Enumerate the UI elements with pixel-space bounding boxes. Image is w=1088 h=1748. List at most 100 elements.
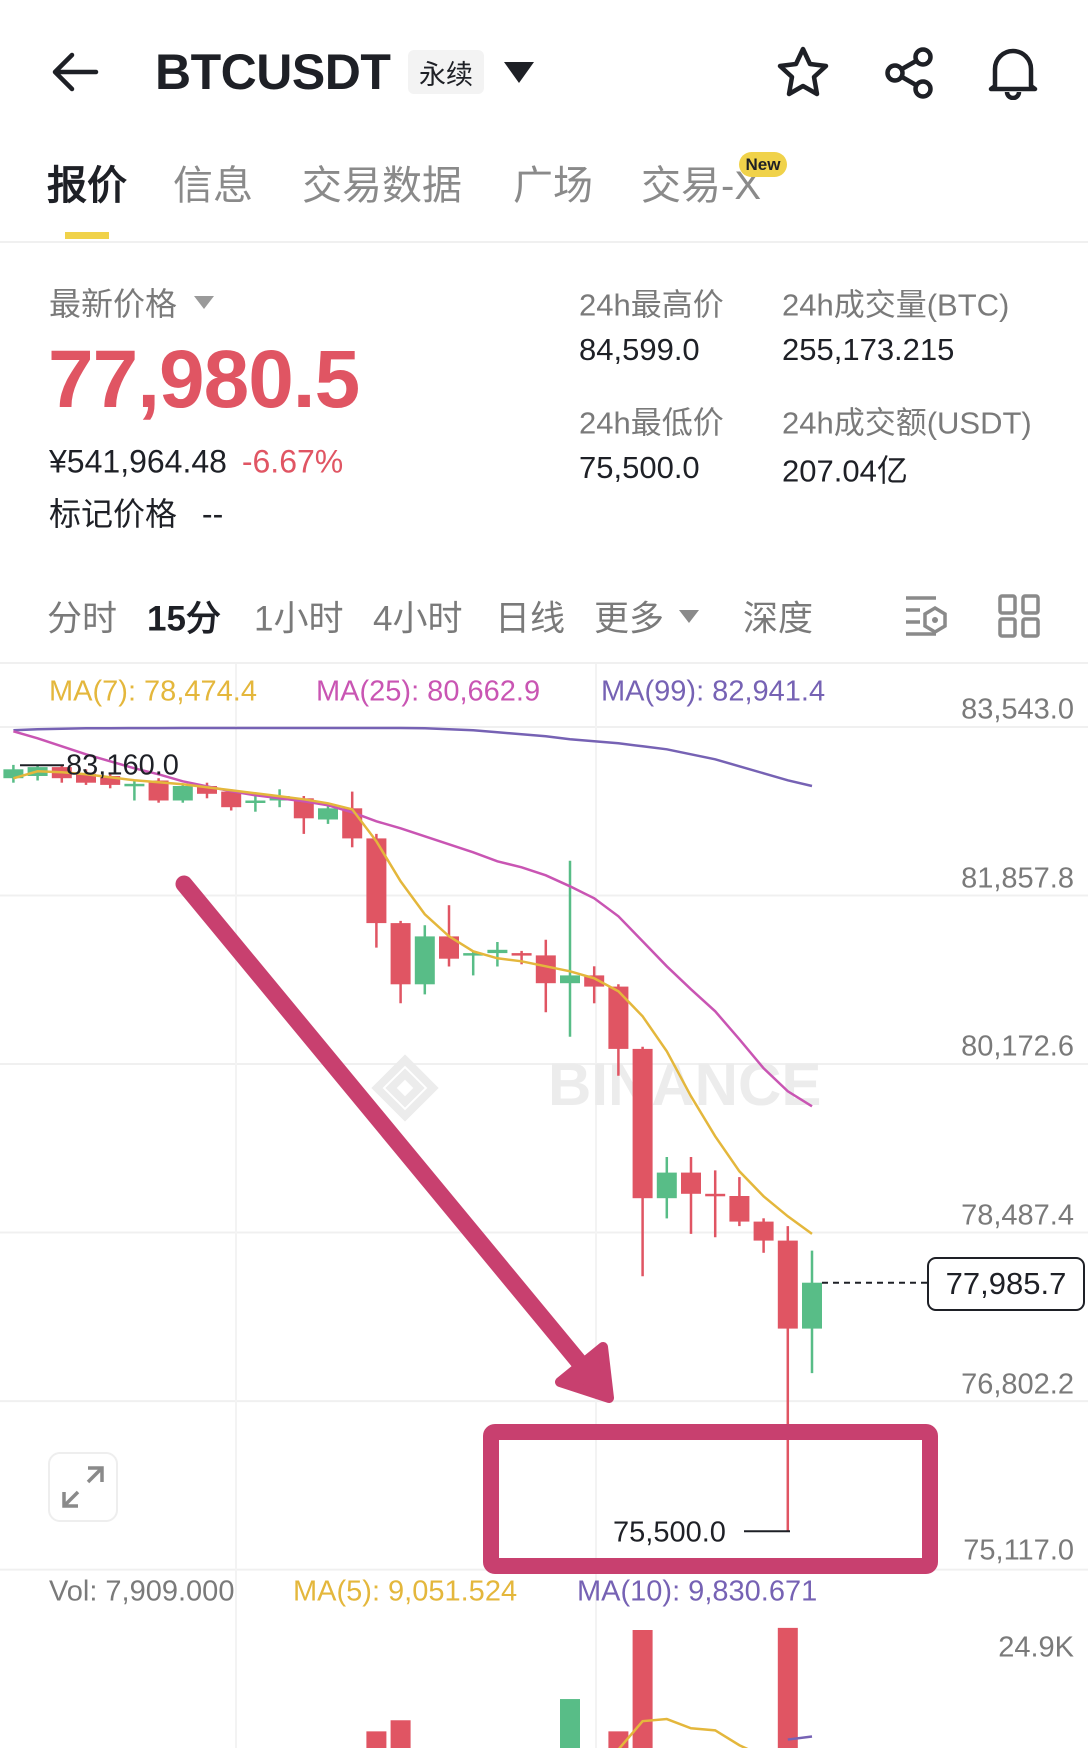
annotation-arrow-icon [175, 875, 593, 1377]
price-type-selector[interactable]: 最新价格 [49, 286, 178, 322]
dropdown-icon[interactable] [504, 62, 534, 84]
vol-ma10-legend: MA(10): 9,830.671 [577, 1575, 818, 1608]
ma7-legend: MA(7): 78,474.4 [49, 675, 257, 708]
ma7-line [13, 770, 813, 1235]
candle-body [439, 936, 459, 959]
candlestick-chart[interactable]: BINANCE [0, 664, 1088, 1748]
stat-label: 24h成交量(BTC) [782, 287, 1010, 323]
tab-quote[interactable]: 报价 [47, 164, 127, 208]
stat-value: 207.04亿 [782, 453, 908, 489]
candle-body [608, 986, 629, 1049]
chart-divider [0, 662, 1088, 664]
caret-down-icon[interactable] [194, 296, 214, 309]
price-tick: 81,857.8 [961, 862, 1074, 895]
volume-bar [390, 1720, 411, 1748]
tab-square[interactable]: 广场 [513, 164, 593, 208]
high-marker-label: 83,160.0 [66, 749, 179, 782]
interval-time[interactable]: 分时 [47, 599, 118, 639]
share-icon[interactable] [882, 46, 936, 100]
candle-body [245, 800, 266, 803]
volume-bar [777, 1627, 798, 1748]
price-row: ¥541,964.48 -6.67% [49, 444, 343, 481]
candle-body [584, 975, 605, 987]
candle-body [172, 786, 193, 801]
interval-depth[interactable]: 深度 [743, 599, 814, 639]
vol-legend: Vol: 7,909.000 [49, 1575, 235, 1608]
ma25-line [13, 730, 813, 1108]
volume-bar [366, 1731, 387, 1748]
candle-body [753, 1221, 774, 1241]
annotation-highlight-box [483, 1424, 938, 1574]
last-price: 77,980.5 [48, 334, 360, 425]
symbol-title[interactable]: BTCUSDT [155, 44, 391, 100]
candle-body [148, 780, 169, 801]
candle-body [221, 791, 242, 808]
ma25-legend: MA(25): 80,662.9 [316, 675, 541, 708]
stat-label: 24h最高价 [579, 287, 724, 323]
candle-body [729, 1196, 750, 1222]
price-tick: 83,543.0 [961, 693, 1074, 726]
tab-divider [0, 241, 1088, 243]
candle-body [76, 773, 96, 783]
price-tick: 75,117.0 [963, 1534, 1074, 1567]
back-arrow-icon[interactable] [50, 50, 100, 94]
candle-body [777, 1240, 798, 1329]
star-icon[interactable] [776, 46, 830, 98]
interval-1h[interactable]: 1小时 [254, 599, 344, 639]
stat-label: 24h成交额(USDT) [782, 405, 1032, 441]
low-marker-label: 75,500.0 [613, 1516, 726, 1549]
volume-bar [560, 1699, 580, 1748]
new-badge: New [739, 152, 787, 177]
candle-body [100, 776, 121, 785]
ma99-line [13, 726, 813, 788]
price-change: -6.67% [241, 443, 344, 480]
candle-body [681, 1172, 701, 1194]
candle-body [632, 1048, 653, 1199]
layout-grid-icon[interactable] [998, 594, 1040, 638]
candle-body [197, 786, 217, 794]
expand-icon [62, 1466, 104, 1508]
caret-down-icon[interactable] [679, 610, 699, 623]
stat-value: 84,599.0 [579, 332, 700, 367]
binance-logo-icon [371, 1054, 439, 1122]
current-price-label[interactable]: 77,985.7 [927, 1257, 1085, 1311]
tab-info[interactable]: 信息 [173, 164, 253, 208]
volume-tick: 24.9K [998, 1631, 1074, 1664]
candle-body [560, 975, 580, 984]
candle-body [390, 923, 411, 985]
vol-ma5-line [617, 1717, 749, 1748]
candle-body [511, 953, 532, 956]
volume-bar [632, 1630, 653, 1748]
candle-body [705, 1193, 726, 1197]
candle-body [535, 955, 556, 984]
price-tick: 78,487.4 [961, 1199, 1074, 1232]
contract-type-badge: 永续 [408, 50, 484, 94]
candle-body [802, 1282, 822, 1329]
tab-trading-data[interactable]: 交易数据 [302, 164, 462, 208]
interval-15m[interactable]: 15分 [147, 599, 221, 639]
stat-label: 24h最低价 [579, 405, 724, 441]
interval-4h[interactable]: 4小时 [373, 599, 463, 639]
fullscreen-button[interactable] [48, 1452, 118, 1522]
candle-body [3, 769, 24, 779]
active-tab-indicator [65, 232, 109, 239]
interval-1d[interactable]: 日线 [495, 599, 566, 639]
interval-more[interactable]: 更多 [594, 599, 665, 639]
cny-price: ¥541,964.48 [49, 443, 227, 480]
mark-price-value: -- [201, 496, 224, 532]
candle-body [318, 808, 338, 820]
vol-ma5-legend: MA(5): 9,051.524 [293, 1575, 518, 1608]
stat-value: 75,500.0 [579, 450, 700, 485]
ma99-legend: MA(99): 82,941.4 [601, 675, 826, 708]
vol-ma10-line [787, 1735, 813, 1741]
bell-icon[interactable] [986, 44, 1040, 100]
indicator-settings-icon[interactable] [904, 594, 948, 638]
candle-body [463, 953, 484, 956]
candle-body [366, 838, 387, 924]
mark-price-label: 标记价格 [49, 496, 178, 532]
candle-body [487, 949, 508, 954]
candle-body [124, 783, 145, 787]
price-tick: 76,802.2 [961, 1368, 1074, 1401]
mark-price-row: 标记价格 -- [49, 489, 223, 535]
